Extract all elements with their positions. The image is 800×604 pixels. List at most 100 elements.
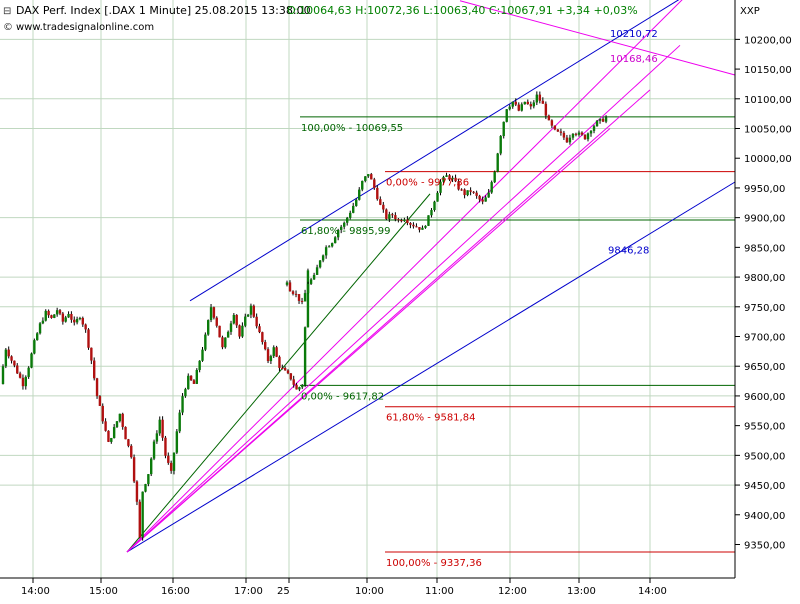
candle-body xyxy=(73,319,76,323)
candle-body xyxy=(232,314,236,324)
candle-body xyxy=(301,384,304,388)
candle-body xyxy=(535,94,539,103)
candle-body xyxy=(175,431,179,453)
candle-body xyxy=(298,387,301,390)
candle-body xyxy=(562,132,566,138)
candle-body xyxy=(147,474,150,485)
candle-body xyxy=(38,323,42,334)
x-axis: 14:00 15:00 16:00 17:00 25 10:00 11:00 12:00 13:… xyxy=(21,578,667,597)
candle-body xyxy=(454,177,457,182)
y-tick-label: 9800,00 xyxy=(744,273,785,284)
candle-body xyxy=(36,333,39,341)
candle-body xyxy=(424,225,427,228)
candle-body xyxy=(466,190,469,196)
candle-body xyxy=(574,133,578,135)
candle-body xyxy=(53,314,56,318)
source-url: www.tradesignalonline.com xyxy=(16,22,154,33)
fan-line xyxy=(126,128,611,553)
candle-body xyxy=(286,370,290,374)
candle-body xyxy=(511,101,514,107)
x-tick-label: 12:00 xyxy=(498,586,527,597)
candle-body xyxy=(229,323,233,332)
candle-body xyxy=(544,103,548,116)
candle-body xyxy=(412,224,415,227)
candle-body xyxy=(288,282,292,292)
candle-body xyxy=(463,189,466,196)
candle-body xyxy=(297,294,301,301)
candle-body xyxy=(318,260,322,268)
candle-body xyxy=(172,452,176,471)
candle-body xyxy=(324,247,328,256)
candle-body xyxy=(306,283,310,294)
candle-body xyxy=(269,356,273,362)
candle-body xyxy=(346,217,349,223)
candle-body xyxy=(13,360,16,366)
level-annotation: 10210,72 xyxy=(610,29,658,40)
candle-body xyxy=(445,175,448,177)
candle-body xyxy=(24,376,27,387)
x-tick-label: 14:00 xyxy=(21,586,50,597)
candle-body xyxy=(27,367,30,377)
x-tick-label: 15:00 xyxy=(89,586,118,597)
candle-body xyxy=(415,226,418,228)
candle-body xyxy=(505,109,508,122)
candle-body xyxy=(418,227,421,230)
candle-body xyxy=(187,375,190,390)
trend-channel-upper xyxy=(189,0,680,302)
candle-body xyxy=(496,153,499,172)
candle-body xyxy=(75,318,79,323)
candle-body xyxy=(469,190,472,192)
candle-body xyxy=(90,347,93,361)
candle-body xyxy=(189,375,193,381)
y-tick-label: 9950,00 xyxy=(744,184,785,195)
candle-body xyxy=(327,246,331,248)
candle-body xyxy=(64,317,67,322)
candle-body xyxy=(427,215,430,226)
candle-body xyxy=(499,136,502,154)
candle-body xyxy=(18,373,22,378)
candle-body xyxy=(98,396,102,406)
candle-body xyxy=(538,94,542,101)
y-tick-label: 9400,00 xyxy=(744,511,785,522)
candle-body xyxy=(192,380,196,384)
candle-body xyxy=(292,379,295,385)
candle-body xyxy=(158,419,161,434)
candle-body xyxy=(355,199,358,206)
candle-body xyxy=(152,441,156,459)
x-tick-label: 10:00 xyxy=(355,586,384,597)
y-tick-label: 9550,00 xyxy=(744,422,785,433)
candle-body xyxy=(238,325,241,337)
candle-body xyxy=(400,220,403,222)
candle-body xyxy=(379,199,382,205)
y-tick-label: 10050,00 xyxy=(744,125,792,136)
y-tick-label: 9900,00 xyxy=(744,214,785,225)
candle-body xyxy=(547,115,551,121)
candle-body xyxy=(526,101,529,105)
y-tick-label: 9750,00 xyxy=(744,303,785,314)
candle-body xyxy=(559,131,563,133)
candle-body xyxy=(144,484,147,492)
candle-body xyxy=(255,316,258,327)
candle-body xyxy=(385,209,388,219)
chart-header: ⊟ DAX Perf. Index [.DAX 1 Minute] 25.08.… xyxy=(3,4,638,33)
candle-body xyxy=(121,413,124,427)
candle-body xyxy=(520,104,523,111)
candle-body xyxy=(571,133,575,138)
candle-body xyxy=(221,337,224,348)
candle-body xyxy=(184,389,187,397)
candle-body xyxy=(475,192,478,196)
candle-body xyxy=(481,199,484,202)
source-icon: © xyxy=(3,22,13,33)
fib-level-label: 0,00% - 9617,82 xyxy=(301,391,384,402)
candle-body xyxy=(138,501,141,538)
candle-body xyxy=(406,219,409,223)
candle-body xyxy=(7,349,10,357)
candle-body xyxy=(21,377,25,387)
candle-body xyxy=(275,347,278,357)
candle-body xyxy=(583,134,587,140)
candle-body xyxy=(135,481,139,502)
candle-body xyxy=(294,293,298,295)
y-axis-unit: XXP xyxy=(740,6,760,17)
trend-channel-lower xyxy=(126,181,736,553)
